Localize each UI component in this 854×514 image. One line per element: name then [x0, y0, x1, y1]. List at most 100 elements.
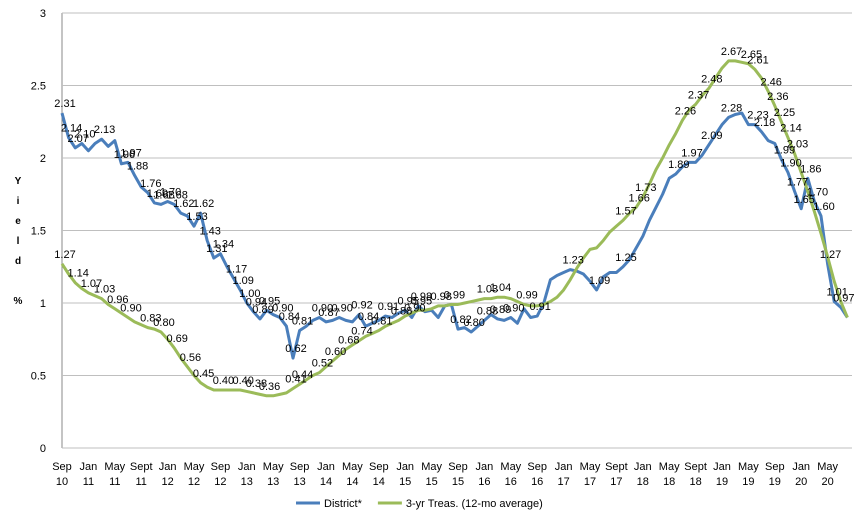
x-tick-label: Sep [369, 461, 389, 473]
data-label: 0.99 [444, 289, 465, 301]
data-label: 0.90 [272, 303, 293, 315]
x-tick-label: 19 [742, 476, 754, 488]
data-label: 0.95 [411, 295, 432, 307]
x-tick-label: Jan [555, 461, 573, 473]
x-tick-label: Jan [159, 461, 177, 473]
x-tick-label: 13 [293, 476, 305, 488]
y-tick-label: 2.5 [31, 81, 46, 93]
x-tick-label: May [263, 461, 284, 473]
x-tick-label: Jan [634, 461, 652, 473]
data-label: 0.90 [120, 303, 141, 315]
data-label: 2.28 [721, 102, 742, 114]
data-label: 1.43 [199, 226, 220, 238]
data-label: 2.23 [747, 110, 768, 122]
x-tick-label: May [421, 461, 442, 473]
data-label: 0.94 [246, 297, 267, 309]
legend-label: 3-yr Treas. (12-mo average) [406, 498, 543, 510]
x-tick-label: Jan [476, 461, 494, 473]
x-tick-label: Jan [396, 461, 414, 473]
x-tick-label: 16 [505, 476, 517, 488]
y-tick-label: 2 [40, 153, 46, 165]
data-label: 0.90 [404, 303, 425, 315]
x-tick-label: 17 [610, 476, 622, 488]
data-label: 0.95 [397, 295, 418, 307]
x-tick-label: Jan [713, 461, 731, 473]
data-label: 2.18 [754, 117, 775, 129]
data-label: 0.60 [325, 346, 346, 358]
data-label: 1.99 [774, 144, 795, 156]
x-tick-label: 14 [373, 476, 385, 488]
data-label: 1.68 [153, 189, 174, 201]
x-tick-label: May [104, 461, 125, 473]
data-label: 0.81 [292, 316, 313, 328]
x-tick-label: Sep [448, 461, 468, 473]
data-label: 1.09 [589, 275, 610, 287]
x-tick-label: Jan [80, 461, 98, 473]
data-label: 0.69 [166, 333, 187, 345]
data-label: 1.70 [160, 187, 181, 199]
x-tick-label: 15 [399, 476, 411, 488]
data-label: 2.67 [721, 46, 742, 58]
x-tick-label: 13 [241, 476, 253, 488]
data-label: 1.14 [67, 268, 88, 280]
legend: District* 3-yr Treas. (12-mo average) [296, 498, 543, 510]
x-tick-label: Jan [317, 461, 335, 473]
x-tick-label: Sept [130, 461, 153, 473]
data-label: 0.84 [279, 311, 300, 323]
data-label: 1.77 [787, 176, 808, 188]
x-tick-label: 11 [83, 476, 94, 488]
x-tick-label: 11 [109, 476, 120, 488]
data-label: 0.95 [259, 295, 280, 307]
data-label: 1.69 [147, 188, 168, 200]
data-label: 0.90 [503, 303, 524, 315]
data-label: 2.07 [67, 133, 88, 145]
x-tick-label: 18 [637, 476, 649, 488]
x-tick-label: 16 [478, 476, 490, 488]
data-label: 0.96 [107, 294, 128, 306]
data-label: 1.07 [81, 278, 102, 290]
data-label: 0.74 [351, 326, 372, 338]
data-label: 1.23 [562, 255, 583, 267]
data-label: 1.97 [120, 147, 141, 159]
data-label: 0.89 [490, 304, 511, 316]
x-tick-label: May [738, 461, 759, 473]
data-label: 1.27 [820, 249, 841, 261]
x-tick-label: May [342, 461, 363, 473]
data-label: 0.97 [833, 292, 854, 304]
x-tick-label: 20 [821, 476, 833, 488]
data-label: 2.10 [74, 129, 95, 141]
x-tick-label: 13 [267, 476, 279, 488]
data-label: 1.70 [807, 187, 828, 199]
data-label: 0.68 [338, 334, 359, 346]
data-label: 0.92 [351, 300, 372, 312]
data-label: 2.13 [94, 124, 115, 136]
x-tick-label: 11 [135, 476, 146, 488]
data-label: 0.44 [292, 369, 313, 381]
data-label: 1.96 [114, 149, 135, 161]
x-tick-label: 12 [188, 476, 200, 488]
data-label: 2.31 [54, 98, 75, 110]
x-tick-label: 20 [795, 476, 807, 488]
data-label: 0.40 [213, 375, 234, 387]
data-label: 1.25 [615, 252, 636, 264]
y-axis-label: Yield % [13, 176, 24, 316]
x-tick-label: 19 [716, 476, 728, 488]
data-label: 1.53 [186, 211, 207, 223]
x-tick-label: Sept [684, 461, 707, 473]
x-tick-label: Sep [765, 461, 785, 473]
data-label: 0.91 [529, 301, 550, 313]
data-label: 0.84 [358, 311, 379, 323]
data-label: 1.86 [800, 163, 821, 175]
data-label: 2.09 [701, 130, 722, 142]
data-label: 0.36 [259, 381, 280, 393]
data-label: 2.65 [741, 49, 762, 61]
data-label: 1.62 [173, 198, 194, 210]
data-label: 1.57 [615, 205, 636, 217]
data-label: 0.52 [312, 358, 333, 370]
data-label: 0.83 [140, 313, 161, 325]
data-label: 0.98 [411, 291, 432, 303]
x-tick-label: May [580, 461, 601, 473]
x-tick-label: 14 [320, 476, 332, 488]
x-tick-label: Sept [605, 461, 628, 473]
